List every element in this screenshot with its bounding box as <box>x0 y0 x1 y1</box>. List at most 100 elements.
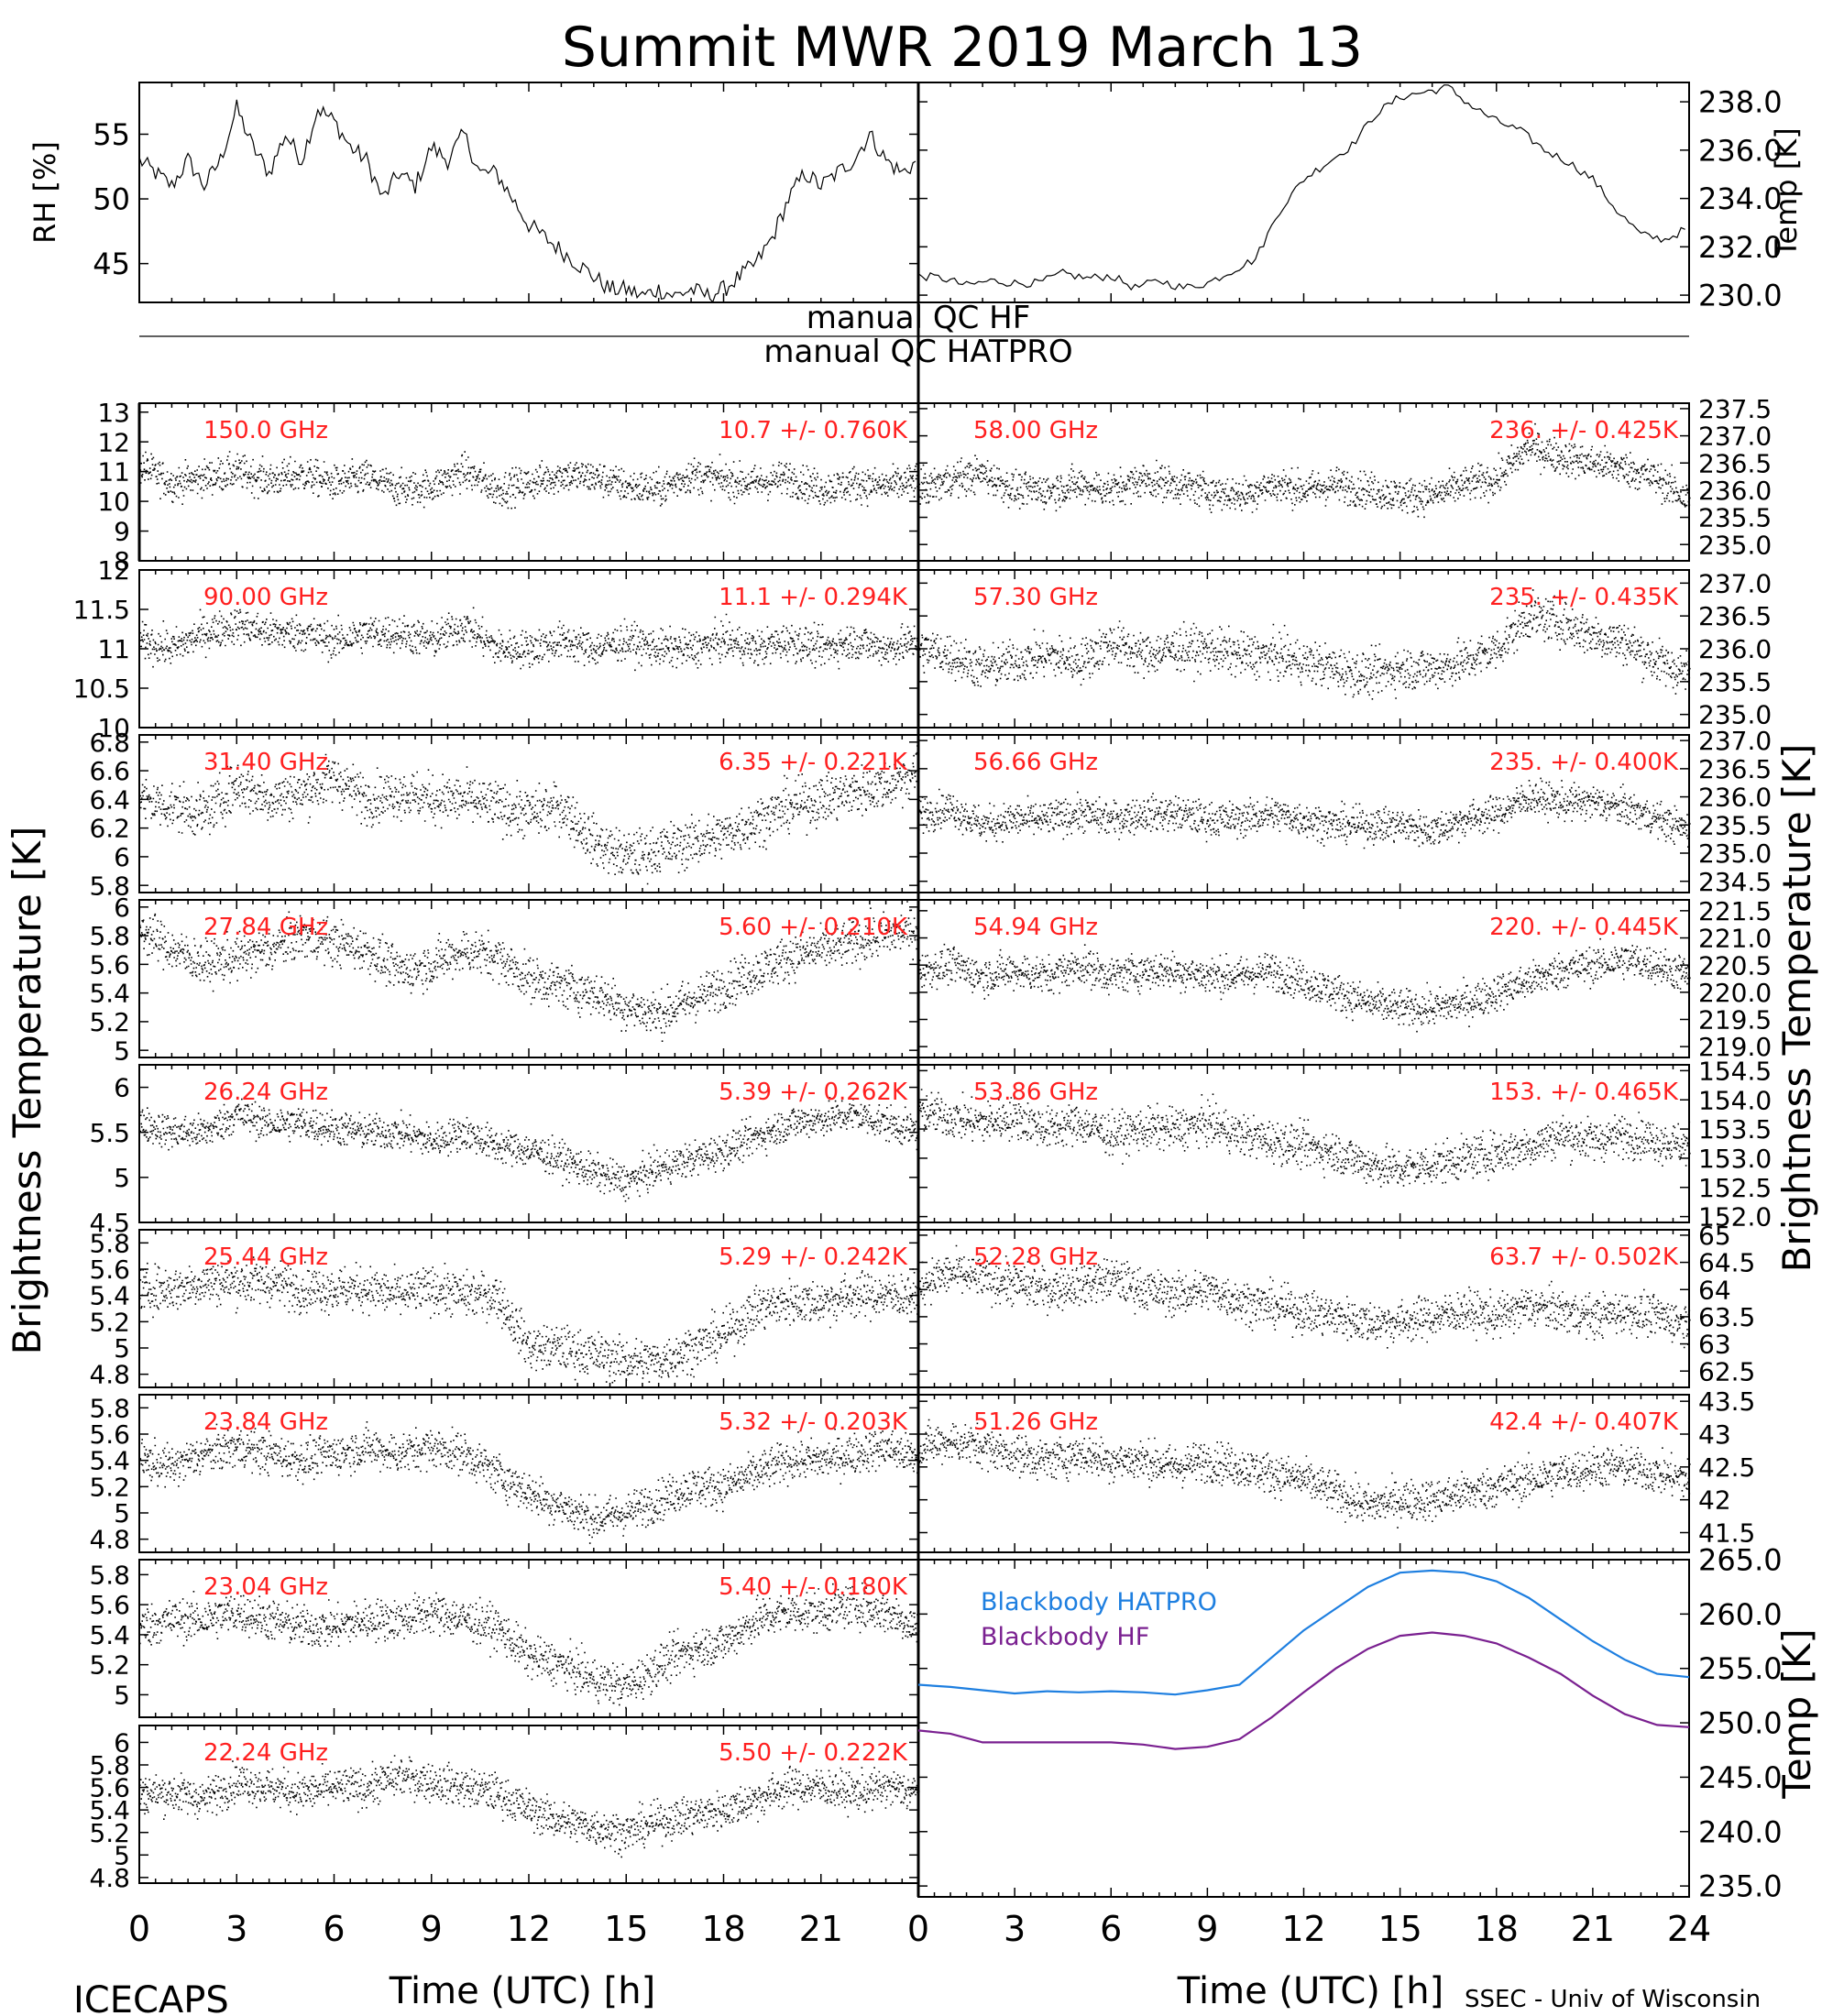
blackbody-tick-label: 235.0 <box>1698 1869 1783 1904</box>
right-channel-points <box>918 777 1691 849</box>
channel-frequency: 31.40 GHz <box>203 749 328 776</box>
left-channel-tick-label: 5.8 <box>89 1560 130 1590</box>
left-channel-points <box>139 901 920 1042</box>
channel-stats: 5.39 +/- 0.262K <box>719 1079 908 1106</box>
channel-stats: 42.4 +/- 0.407K <box>1489 1408 1679 1436</box>
rh-tick-label: 50 <box>93 182 130 217</box>
left-channel-tick-label: 11 <box>97 634 130 664</box>
left-channel-tick-label: 5.6 <box>89 1773 130 1803</box>
right-channel-points <box>918 1244 1691 1349</box>
left-channel-points <box>139 451 920 509</box>
right-channel-tick-label: 43.5 <box>1698 1386 1755 1417</box>
x-tick-label: 9 <box>421 1909 443 1949</box>
footer-left: ICECAPS <box>73 1979 229 2016</box>
blackbody-tick-label: 245.0 <box>1698 1760 1783 1795</box>
right-channel-tick-label: 63.5 <box>1698 1302 1755 1332</box>
left-channel-tick-label: 5 <box>114 1498 130 1528</box>
left-channel-tick-label: 5.2 <box>89 1007 130 1037</box>
left-channel-tick-label: 6 <box>114 893 130 923</box>
channel-stats: 235. +/- 0.435K <box>1489 584 1679 611</box>
left-channel-tick-label: 4.8 <box>89 1863 130 1893</box>
channel-frequency: 23.04 GHz <box>203 1573 328 1601</box>
x-tick-label: 9 <box>1196 1909 1218 1949</box>
channel-frequency: 53.86 GHz <box>973 1079 1098 1106</box>
left-channel-tick-label: 6.8 <box>89 728 130 758</box>
channel-frequency: 54.94 GHz <box>973 914 1098 941</box>
x-tick-label: 15 <box>604 1909 648 1949</box>
channel-stats: 6.35 +/- 0.221K <box>719 749 908 776</box>
blackbody-axis-label: Temp [K] <box>1774 1628 1819 1800</box>
tb-left-label: Brightness Temperature [K] <box>5 827 49 1355</box>
left-channel-tick-label: 6.4 <box>89 784 130 815</box>
channel-stats: 63.7 +/- 0.502K <box>1489 1244 1679 1271</box>
x-tick-label: 18 <box>701 1909 745 1949</box>
left-channel-tick-label: 6 <box>114 1073 130 1103</box>
x-tick-label: 21 <box>1571 1909 1615 1949</box>
right-channel-tick-label: 41.5 <box>1698 1518 1755 1549</box>
right-channel-tick-label: 235.0 <box>1698 838 1772 869</box>
channel-frequency: 57.30 GHz <box>973 584 1098 611</box>
left-channel-points <box>139 1421 920 1544</box>
channel-stats: 5.50 +/- 0.222K <box>719 1739 908 1767</box>
air-temp-series-line <box>917 84 1685 291</box>
left-channel-tick-label: 5.4 <box>89 1795 130 1825</box>
left-channel-tick-label: 6.2 <box>89 814 130 844</box>
right-channel-tick-label: 64 <box>1698 1275 1731 1305</box>
left-channel-tick-label: 10 <box>97 713 130 743</box>
left-channel-tick-label: 5.2 <box>89 1307 130 1337</box>
blackbody-tick-label: 250.0 <box>1698 1706 1783 1741</box>
left-channel-tick-label: 8 <box>114 546 130 576</box>
channel-frequency: 58.00 GHz <box>973 417 1098 444</box>
right-channel-tick-label: 152.0 <box>1698 1202 1772 1233</box>
right-channel-tick-label: 235.0 <box>1698 700 1772 730</box>
right-channel-tick-label: 235.5 <box>1698 810 1772 840</box>
right-channel-tick-label: 235.0 <box>1698 530 1772 560</box>
left-channel-tick-label: 5.8 <box>89 1750 130 1780</box>
right-channel-tick-label: 235.5 <box>1698 503 1772 533</box>
rh-series-line <box>138 99 916 303</box>
x-tick-label: 0 <box>128 1909 150 1949</box>
legend-entry: Blackbody HATPRO <box>981 1588 1217 1616</box>
right-channel-tick-label: 42.5 <box>1698 1452 1755 1483</box>
channel-stats: 153. +/- 0.465K <box>1489 1079 1679 1106</box>
chart-title: Summit MWR 2019 March 13 <box>562 16 1363 80</box>
right-channel-tick-label: 62.5 <box>1698 1356 1755 1386</box>
left-channel-points <box>139 745 920 885</box>
channel-frequency: 52.28 GHz <box>973 1244 1098 1271</box>
right-channel-tick-label: 220.5 <box>1698 950 1772 981</box>
left-channel-tick-label: 5.4 <box>89 1620 130 1650</box>
right-channel-tick-label: 237.0 <box>1698 726 1772 756</box>
left-channel-tick-label: 5 <box>114 1035 130 1066</box>
right-channel-tick-label: 152.5 <box>1698 1173 1772 1203</box>
x-tick-label: 6 <box>323 1909 345 1949</box>
left-channel-tick-label: 13 <box>97 398 130 428</box>
left-channel-tick-label: 6 <box>114 1728 130 1759</box>
left-channel-tick-label: 5.4 <box>89 1281 130 1311</box>
left-channel-tick-label: 5.2 <box>89 1472 130 1502</box>
left-channel-tick-label: 9 <box>114 517 130 547</box>
left-channel-tick-label: 5.8 <box>89 921 130 951</box>
left-channel-tick-label: 5.6 <box>89 1255 130 1285</box>
rh-tick-label: 45 <box>93 247 130 281</box>
channel-stats: 236. +/- 0.425K <box>1489 417 1679 444</box>
x-axis-label-right: Time (UTC) [h] <box>1177 1970 1443 2012</box>
left-channel-tick-label: 5.6 <box>89 1590 130 1620</box>
left-channel-tick-label: 5.6 <box>89 949 130 980</box>
rh-axis-label: RH [%] <box>27 141 62 244</box>
left-channel-tick-label: 5.8 <box>89 1393 130 1423</box>
x-tick-label: 12 <box>507 1909 551 1949</box>
right-channel-points <box>918 589 1691 700</box>
right-channel-tick-label: 236.5 <box>1698 754 1772 784</box>
footer-right: SSEC - Univ of Wisconsin <box>1465 1986 1761 2013</box>
channel-frequency: 25.44 GHz <box>203 1244 328 1271</box>
left-channel-tick-label: 5 <box>114 1163 130 1193</box>
temp-tick-label: 238.0 <box>1698 85 1783 120</box>
temp-tick-label: 230.0 <box>1698 279 1783 313</box>
x-tick-label: 6 <box>1100 1909 1122 1949</box>
right-channel-tick-label: 221.5 <box>1698 896 1772 926</box>
right-channel-tick-label: 153.5 <box>1698 1114 1772 1145</box>
right-channel-tick-label: 64.5 <box>1698 1248 1755 1278</box>
temp-tick-label: 234.0 <box>1698 181 1783 216</box>
channel-frequency: 23.84 GHz <box>203 1408 328 1436</box>
channel-frequency: 150.0 GHz <box>203 417 328 444</box>
